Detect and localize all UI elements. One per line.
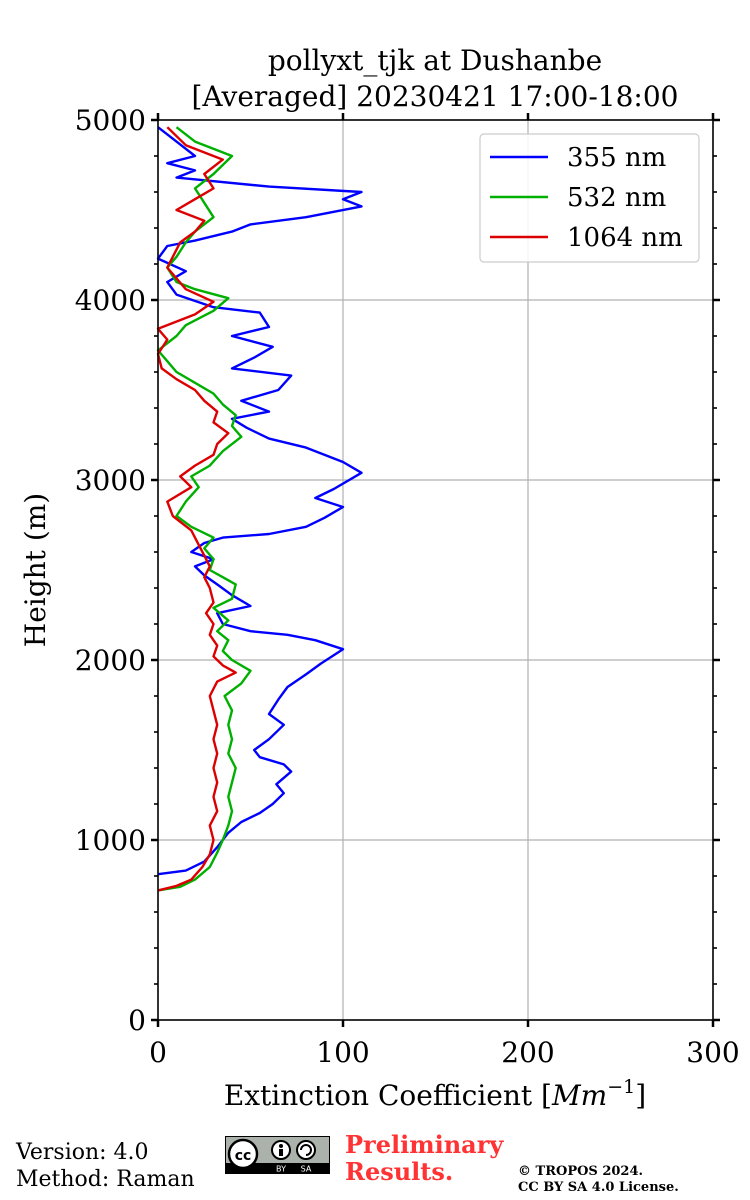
legend-label: 1064 nm xyxy=(567,223,683,253)
series-line-532-nm xyxy=(156,126,252,892)
legend-label: 355 nm xyxy=(567,143,666,173)
x-tick-label: 0 xyxy=(149,1036,167,1069)
plot-frame xyxy=(157,119,714,1021)
legend: 355 nm 532 nm 1064 nm xyxy=(479,133,700,263)
y-axis-label: Height (m) xyxy=(19,493,52,647)
y-tick-label: 0 xyxy=(128,1004,146,1037)
cc-icon xyxy=(227,1138,259,1170)
x-tick-label: 200 xyxy=(501,1036,554,1069)
preliminary-label: Preliminary xyxy=(345,1130,504,1159)
y-tick-label: 4000 xyxy=(75,284,146,317)
series-line-1064-nm xyxy=(156,126,237,892)
svg-text:cc: cc xyxy=(235,1148,252,1164)
y-tick-label: 2000 xyxy=(75,644,146,677)
y-tick-label: 3000 xyxy=(75,464,146,497)
chart-title-line1: pollyxt_tjk at Dushanbe xyxy=(268,44,602,77)
series-line-355-nm xyxy=(156,126,363,876)
series-group xyxy=(156,126,363,892)
x-tick-label: 300 xyxy=(686,1036,739,1069)
x-tick-label: 100 xyxy=(316,1036,369,1069)
y-tick-label: 1000 xyxy=(75,824,146,857)
y-tick-labels: 0 1000 2000 3000 4000 5000 xyxy=(75,104,146,1037)
extinction-profile-chart: pollyxt_tjk at Dushanbe [Averaged] 20230… xyxy=(19,44,740,1112)
chart-title-line2: [Averaged] 20230421 17:00-18:00 xyxy=(192,80,679,113)
x-axis-label: Extinction Coefficient [Mm−1] xyxy=(224,1076,646,1112)
svg-text:SA: SA xyxy=(301,1165,312,1174)
copyright-line1: © TROPOS 2024. xyxy=(518,1164,644,1179)
sa-icon xyxy=(296,1140,316,1160)
results-label: Results. xyxy=(345,1157,454,1186)
legend-label: 532 nm xyxy=(567,183,666,213)
version-text: Version: 4.0 xyxy=(16,1140,149,1165)
copyright-line2: CC BY SA 4.0 License. xyxy=(518,1180,679,1195)
method-text: Method: Raman xyxy=(16,1167,195,1192)
grid-lines xyxy=(158,120,713,1020)
x-tick-labels: 0 100 200 300 xyxy=(149,1036,740,1069)
svg-text:BY: BY xyxy=(276,1165,286,1174)
y-tick-label: 5000 xyxy=(75,104,146,137)
axis-ticks xyxy=(151,113,720,1027)
cc-by-sa-badge: cc BY SA xyxy=(225,1136,330,1174)
legend-box xyxy=(479,133,700,263)
